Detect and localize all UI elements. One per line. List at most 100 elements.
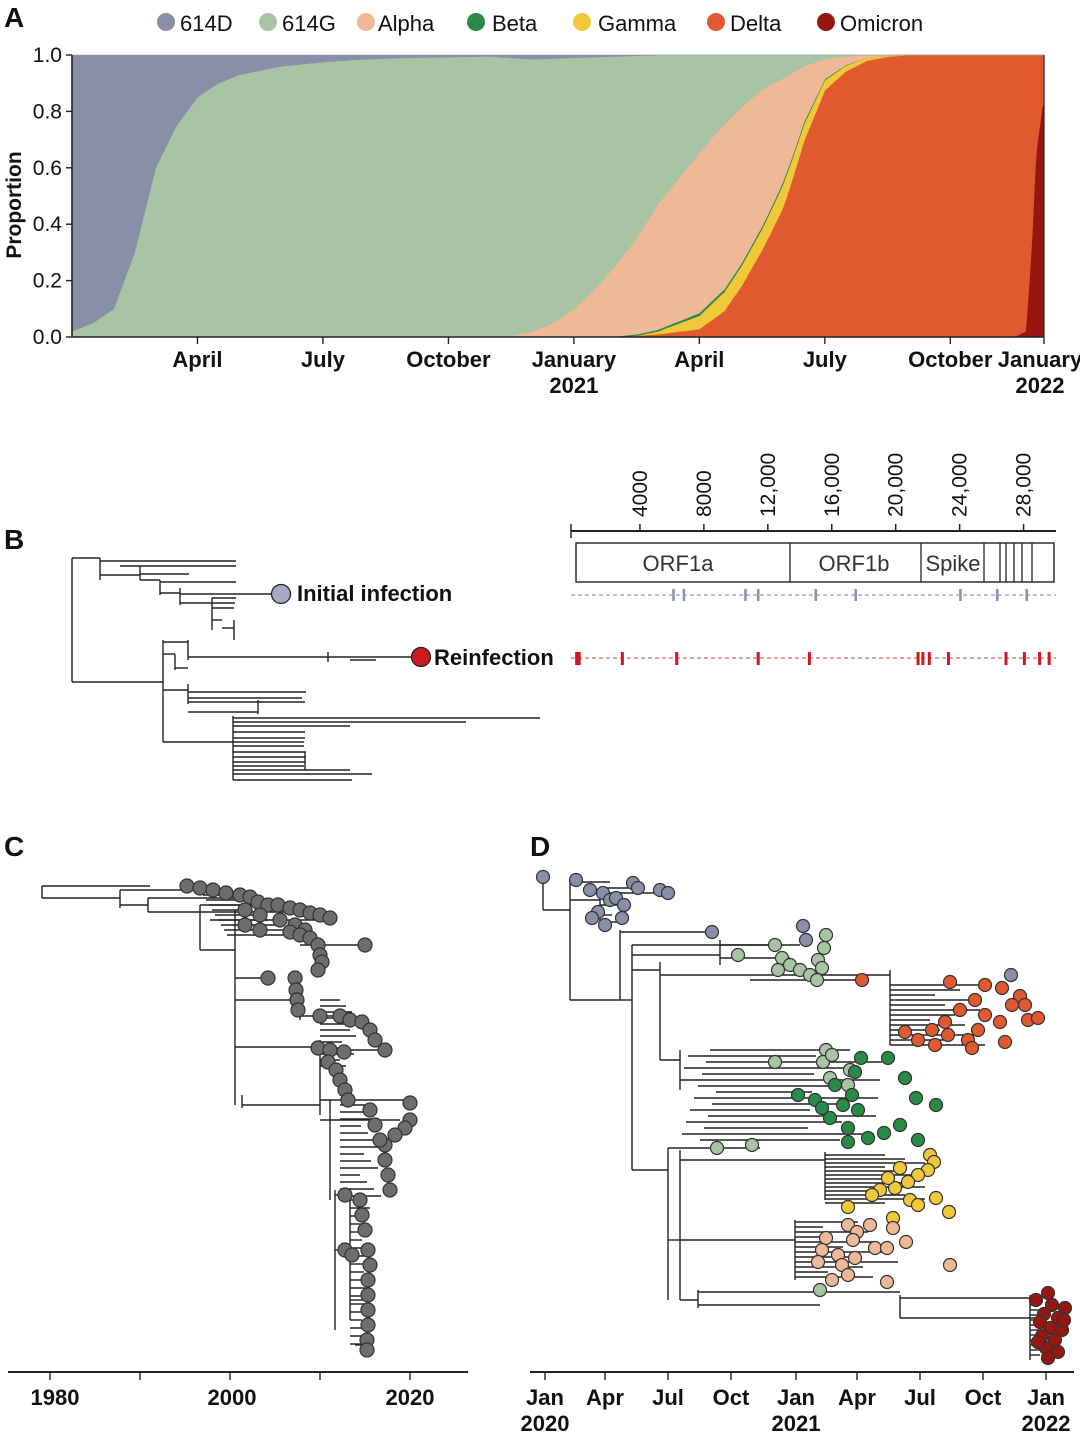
c-x-tick-label: 2020 bbox=[386, 1385, 435, 1410]
tree-tip-delta bbox=[1017, 997, 1033, 1013]
gene-label-orf1b: ORF1b bbox=[819, 551, 890, 576]
tree-tip-614g bbox=[767, 1054, 783, 1070]
tree-tip-omicron bbox=[1044, 1297, 1060, 1313]
tree-tip-delta bbox=[1004, 997, 1020, 1013]
tree-tip-beta bbox=[910, 1132, 926, 1148]
d-x-tick-year-label: 2020 bbox=[521, 1411, 570, 1436]
tree-tip-delta bbox=[942, 974, 958, 990]
area-series-group bbox=[71, 54, 1045, 338]
tree-tip-alpha bbox=[814, 1242, 830, 1258]
tree-tip bbox=[402, 1095, 418, 1111]
tree-tip-beta bbox=[835, 1097, 851, 1113]
legend-label-omicron: Omicron bbox=[840, 11, 923, 36]
tree-tip bbox=[380, 1167, 396, 1183]
reinfection-node bbox=[410, 646, 432, 668]
genome-map: 4000 8000 12,000 16,000 20,000 24,000 28,000 O… bbox=[570, 453, 1056, 665]
initial-mutation-mark bbox=[959, 589, 962, 601]
initial-mutation-mark bbox=[1025, 589, 1029, 601]
tree-tip-omicron bbox=[1028, 1292, 1044, 1308]
tree-tip-beta bbox=[822, 1110, 838, 1126]
tree-tip-alpha bbox=[885, 1220, 901, 1236]
tree-tip-614d bbox=[630, 880, 646, 896]
gene-label-orf1a: ORF1a bbox=[643, 551, 715, 576]
tree-tip-delta bbox=[910, 1032, 926, 1048]
tree-tip-alpha bbox=[879, 1240, 895, 1256]
tree-tip-614g bbox=[824, 1047, 840, 1063]
tree-tip-delta bbox=[927, 1037, 943, 1053]
tree-tip bbox=[218, 885, 234, 901]
tree-tip-614d bbox=[704, 924, 720, 940]
d-x-tick-year-label: 2021 bbox=[772, 1411, 821, 1436]
tree-tip-614g bbox=[770, 962, 786, 978]
reinfection-mutation-mark bbox=[1004, 652, 1008, 665]
tree-tip-alpha bbox=[847, 1250, 863, 1266]
y-tick-label: 0.8 bbox=[33, 100, 62, 123]
tree-tip-gamma bbox=[840, 1199, 856, 1215]
tree-tip-614g bbox=[744, 1137, 760, 1153]
tree-tip-beta bbox=[827, 1077, 843, 1093]
tree-tip-delta bbox=[924, 1022, 940, 1038]
tree-tip-614g bbox=[709, 1140, 725, 1156]
tree-tip bbox=[357, 1222, 373, 1238]
reinfection-mutation-mark bbox=[1038, 652, 1042, 665]
tree-tip bbox=[352, 1192, 368, 1208]
reinfection-mutation-mark bbox=[807, 652, 811, 665]
y-tick-label: 1.0 bbox=[33, 44, 62, 67]
area-614d bbox=[71, 54, 1044, 332]
panel-d-letter: D bbox=[530, 831, 550, 862]
reinfection-mutation-mark bbox=[1047, 652, 1051, 665]
reinfection-mutation-mark bbox=[927, 652, 931, 665]
initial-infection-node bbox=[270, 583, 292, 605]
x-tick-label: April bbox=[172, 347, 222, 372]
tree-tip-delta bbox=[952, 1002, 968, 1018]
c-x-tick-group: 1980 2000 2020 bbox=[31, 1372, 435, 1410]
tree-tip-omicron bbox=[1040, 1285, 1056, 1301]
reinfection-mutation-mark bbox=[575, 652, 579, 665]
tree-tip-614d bbox=[614, 910, 630, 926]
tree-tip-gamma bbox=[892, 1160, 908, 1176]
y-tick-label: 0.6 bbox=[33, 157, 62, 180]
tree-tip bbox=[310, 962, 326, 978]
tree-tip-beta bbox=[790, 1087, 806, 1103]
initial-mutation-mark bbox=[682, 589, 686, 601]
tree-tip-614d bbox=[584, 910, 600, 926]
genome-tick-label: 20,000 bbox=[885, 453, 908, 517]
x-tick-label: July bbox=[803, 347, 848, 372]
legend-label-614g: 614G bbox=[282, 11, 336, 36]
tree-tip-alpha bbox=[845, 1232, 861, 1248]
tree-tip-614g bbox=[730, 947, 746, 963]
tree-tip-614d bbox=[660, 885, 676, 901]
tree-tip bbox=[260, 970, 276, 986]
x-tick-year-label: 2021 bbox=[549, 373, 598, 398]
variant-legend: 614D 614G Alpha Beta Gamma Delta Omicron bbox=[157, 11, 923, 36]
tree-tip bbox=[322, 910, 338, 926]
y-tick-label: 0.2 bbox=[33, 270, 62, 293]
tree-tip-614d bbox=[535, 869, 551, 885]
tree-tip-delta bbox=[940, 1027, 956, 1043]
tree-tip bbox=[237, 902, 253, 918]
x-tick-label: October bbox=[406, 347, 491, 372]
tree-tip-omicron bbox=[1030, 1334, 1046, 1350]
d-x-tick-label: Oct bbox=[965, 1385, 1002, 1410]
reinfection-tree bbox=[71, 557, 540, 781]
initial-mutation-mark bbox=[854, 589, 858, 601]
tree-tip bbox=[192, 880, 208, 896]
tree-tip bbox=[336, 1044, 352, 1060]
legend-swatch-alpha bbox=[357, 13, 375, 31]
tree-tip-delta bbox=[977, 1007, 993, 1023]
tree-tip-614d bbox=[582, 882, 598, 898]
x-tick-label: October bbox=[908, 347, 993, 372]
legend-swatch-beta bbox=[467, 13, 485, 31]
tree-tip-614d bbox=[597, 917, 613, 933]
tree-tip-beta bbox=[853, 1050, 869, 1066]
tree-tip-alpha bbox=[942, 1257, 958, 1273]
legend-swatch-614g bbox=[259, 13, 277, 31]
tree-tip-delta bbox=[854, 972, 870, 988]
legend-label-gamma: Gamma bbox=[598, 11, 677, 36]
tree-tip bbox=[272, 912, 288, 928]
tree-tip-614d bbox=[616, 897, 632, 913]
genome-tick-label: 8000 bbox=[693, 470, 716, 517]
legend-label-614d: 614D bbox=[180, 11, 233, 36]
c-x-tick-label: 1980 bbox=[31, 1385, 80, 1410]
